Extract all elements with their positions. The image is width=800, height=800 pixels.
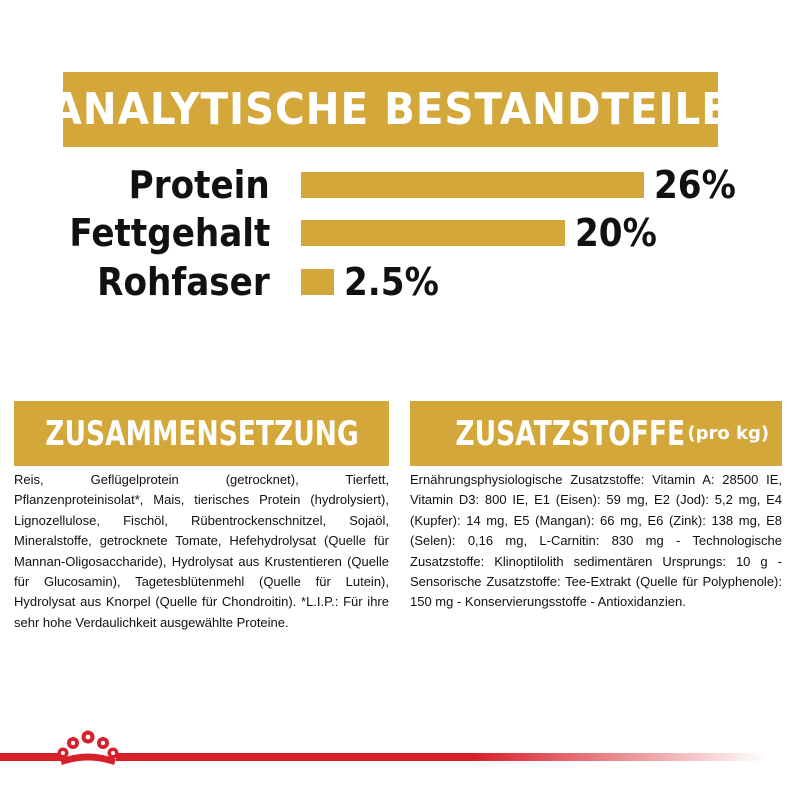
brand-stripe-right: [116, 753, 766, 761]
additives-title: ZUSATZSTOFFE: [455, 413, 686, 454]
brand-stripe-left: [0, 753, 62, 761]
additives-text: Ernährungsphysiologische Zusatzstoffe: V…: [410, 472, 782, 610]
nutrient-label-fiber: Rohfaser: [97, 260, 270, 304]
nutrient-bar-fat: [301, 220, 565, 246]
composition-text: Reis, Geflügelprotein (getrocknet), Tier…: [14, 472, 389, 630]
nutrient-label-protein: Protein: [128, 163, 270, 207]
nutrient-bar-fiber: [301, 269, 334, 295]
additives-subtitle: (pro kg): [687, 423, 770, 444]
nutrient-bar-protein: [301, 172, 645, 198]
composition-header: ZUSAMMENSETZUNG: [14, 401, 389, 466]
nutrient-value-fiber: 2.5%: [344, 260, 439, 304]
nutrient-value-protein: 26%: [654, 163, 737, 207]
nutrient-value-fat: 20%: [575, 211, 657, 255]
nutrient-row-fiber: Rohfaser 2.5%: [0, 258, 800, 306]
composition-title: ZUSAMMENSETZUNG: [44, 413, 359, 454]
additives-header: ZUSATZSTOFFE (pro kg): [410, 401, 782, 466]
analytical-constituents-banner: ANALYTISCHE BESTANDTEILE: [51, 72, 729, 147]
royal-canin-crown-icon: [57, 730, 119, 765]
nutrient-row-fat: Fettgehalt 20%: [0, 209, 800, 257]
nutrient-row-protein: Protein 26%: [0, 161, 800, 209]
analytical-constituents-title: ANALYTISCHE BESTANDTEILE: [50, 84, 731, 135]
nutrient-label-fat: Fettgehalt: [68, 211, 270, 255]
